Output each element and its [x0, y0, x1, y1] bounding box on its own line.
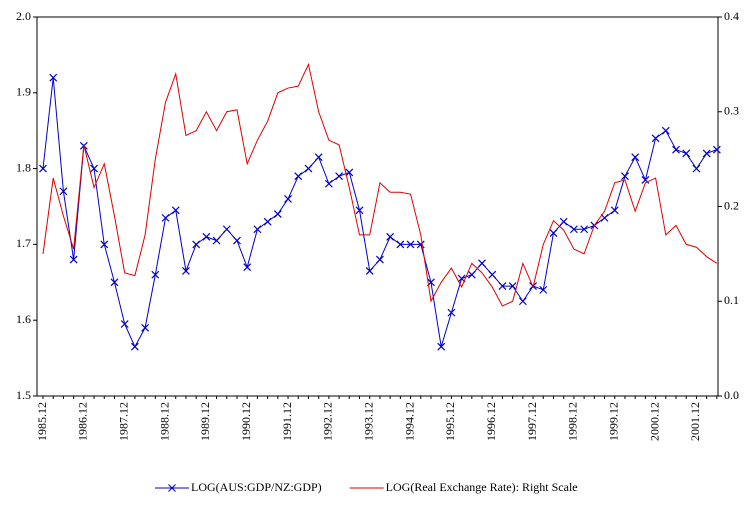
point-marker: [549, 229, 558, 237]
point-marker: [600, 213, 609, 222]
point-marker: [702, 149, 711, 158]
point-marker: [559, 217, 568, 226]
point-marker: [284, 194, 292, 203]
point-marker: [243, 263, 252, 272]
x-tick-label: 1985.12: [35, 402, 49, 441]
point-marker: [712, 145, 721, 154]
series-line: [42, 62, 718, 307]
point-marker: [416, 240, 425, 249]
point-marker: [406, 240, 415, 249]
y-tick-label: 1.8: [16, 160, 31, 174]
point-marker: [39, 164, 47, 173]
point-marker: [253, 225, 262, 234]
x-tick-label: 1999.12: [607, 402, 621, 441]
point-marker: [202, 232, 211, 241]
point-marker: [263, 217, 272, 226]
point-marker: [141, 323, 150, 332]
point-marker: [365, 267, 374, 275]
legend-label: LOG(AUS:GDP/NZ:GDP): [191, 480, 322, 494]
point-marker: [314, 153, 323, 162]
y2-tick-label: 0.2: [724, 198, 739, 212]
x-tick-label: 2001.12: [688, 402, 702, 441]
x-tick-label: 1994.12: [402, 402, 416, 441]
point-marker: [692, 164, 701, 173]
x-tick-label: 1996.12: [484, 402, 498, 441]
y2-tick-label: 0.3: [724, 104, 739, 118]
point-marker: [467, 270, 476, 279]
x-tick-label: 1993.12: [361, 402, 375, 441]
x-tick-label: 1986.12: [76, 402, 90, 441]
point-marker: [498, 282, 507, 291]
point-marker: [182, 267, 190, 275]
x-tick-label: 2000.12: [647, 402, 661, 441]
point-marker: [335, 172, 344, 181]
point-marker: [682, 149, 691, 158]
point-marker: [580, 225, 589, 234]
point-marker: [641, 176, 650, 184]
point-marker: [396, 240, 405, 249]
point-marker: [621, 172, 629, 181]
point-marker: [100, 240, 109, 249]
point-marker: [304, 164, 313, 173]
x-tick-label: 1990.12: [239, 402, 253, 441]
point-marker: [539, 285, 548, 294]
point-marker: [171, 206, 180, 215]
y2-tick-label: 0.4: [724, 9, 739, 23]
y2-tick-label: 0.1: [724, 293, 739, 307]
y-tick-label: 1.9: [16, 85, 31, 99]
y-tick-label: 1.5: [16, 388, 31, 402]
x-tick-label: 1991.12: [280, 402, 294, 441]
y-tick-label: 1.6: [16, 312, 31, 326]
point-marker: [324, 179, 333, 188]
point-marker: [222, 225, 231, 234]
point-marker: [488, 270, 497, 279]
x-tick-label: 1995.12: [443, 402, 457, 441]
point-marker: [59, 187, 68, 196]
point-marker: [478, 259, 486, 268]
series-line: [42, 77, 718, 348]
point-marker: [518, 297, 527, 306]
point-marker: [661, 126, 670, 135]
point-marker: [672, 145, 680, 154]
y2-tick-label: 0.0: [724, 388, 739, 402]
x-tick-label: 1989.12: [198, 402, 212, 441]
x-tick-label: 1998.12: [566, 402, 580, 441]
point-marker: [212, 236, 221, 245]
point-marker: [49, 73, 58, 82]
point-marker: [437, 342, 446, 351]
point-marker: [120, 320, 129, 328]
point-marker: [386, 232, 395, 241]
point-marker: [294, 172, 303, 181]
point-marker: [192, 240, 201, 249]
point-marker: [376, 255, 384, 264]
point-marker: [69, 255, 78, 264]
point-marker: [355, 206, 364, 215]
point-marker: [151, 270, 160, 279]
point-marker: [90, 164, 98, 173]
legend-label: LOG(Real Exchange Rate): Right Scale: [386, 480, 578, 494]
point-marker: [651, 134, 660, 143]
point-marker: [273, 210, 282, 219]
point-marker: [610, 206, 619, 215]
point-marker: [631, 153, 640, 162]
point-marker: [233, 236, 241, 245]
y-tick-label: 2.0: [16, 9, 31, 23]
point-marker: [569, 225, 578, 234]
legend-marker: [168, 484, 176, 492]
point-marker: [161, 213, 170, 222]
x-tick-label: 1987.12: [116, 402, 130, 441]
point-marker: [508, 282, 517, 291]
point-marker: [345, 168, 354, 177]
point-marker: [130, 342, 139, 351]
x-tick-label: 1992.12: [321, 402, 335, 441]
x-tick-label: 1997.12: [525, 402, 539, 441]
point-marker: [447, 308, 456, 317]
x-tick-label: 1988.12: [157, 402, 171, 441]
point-marker: [110, 278, 119, 287]
y-tick-label: 1.7: [16, 236, 31, 250]
